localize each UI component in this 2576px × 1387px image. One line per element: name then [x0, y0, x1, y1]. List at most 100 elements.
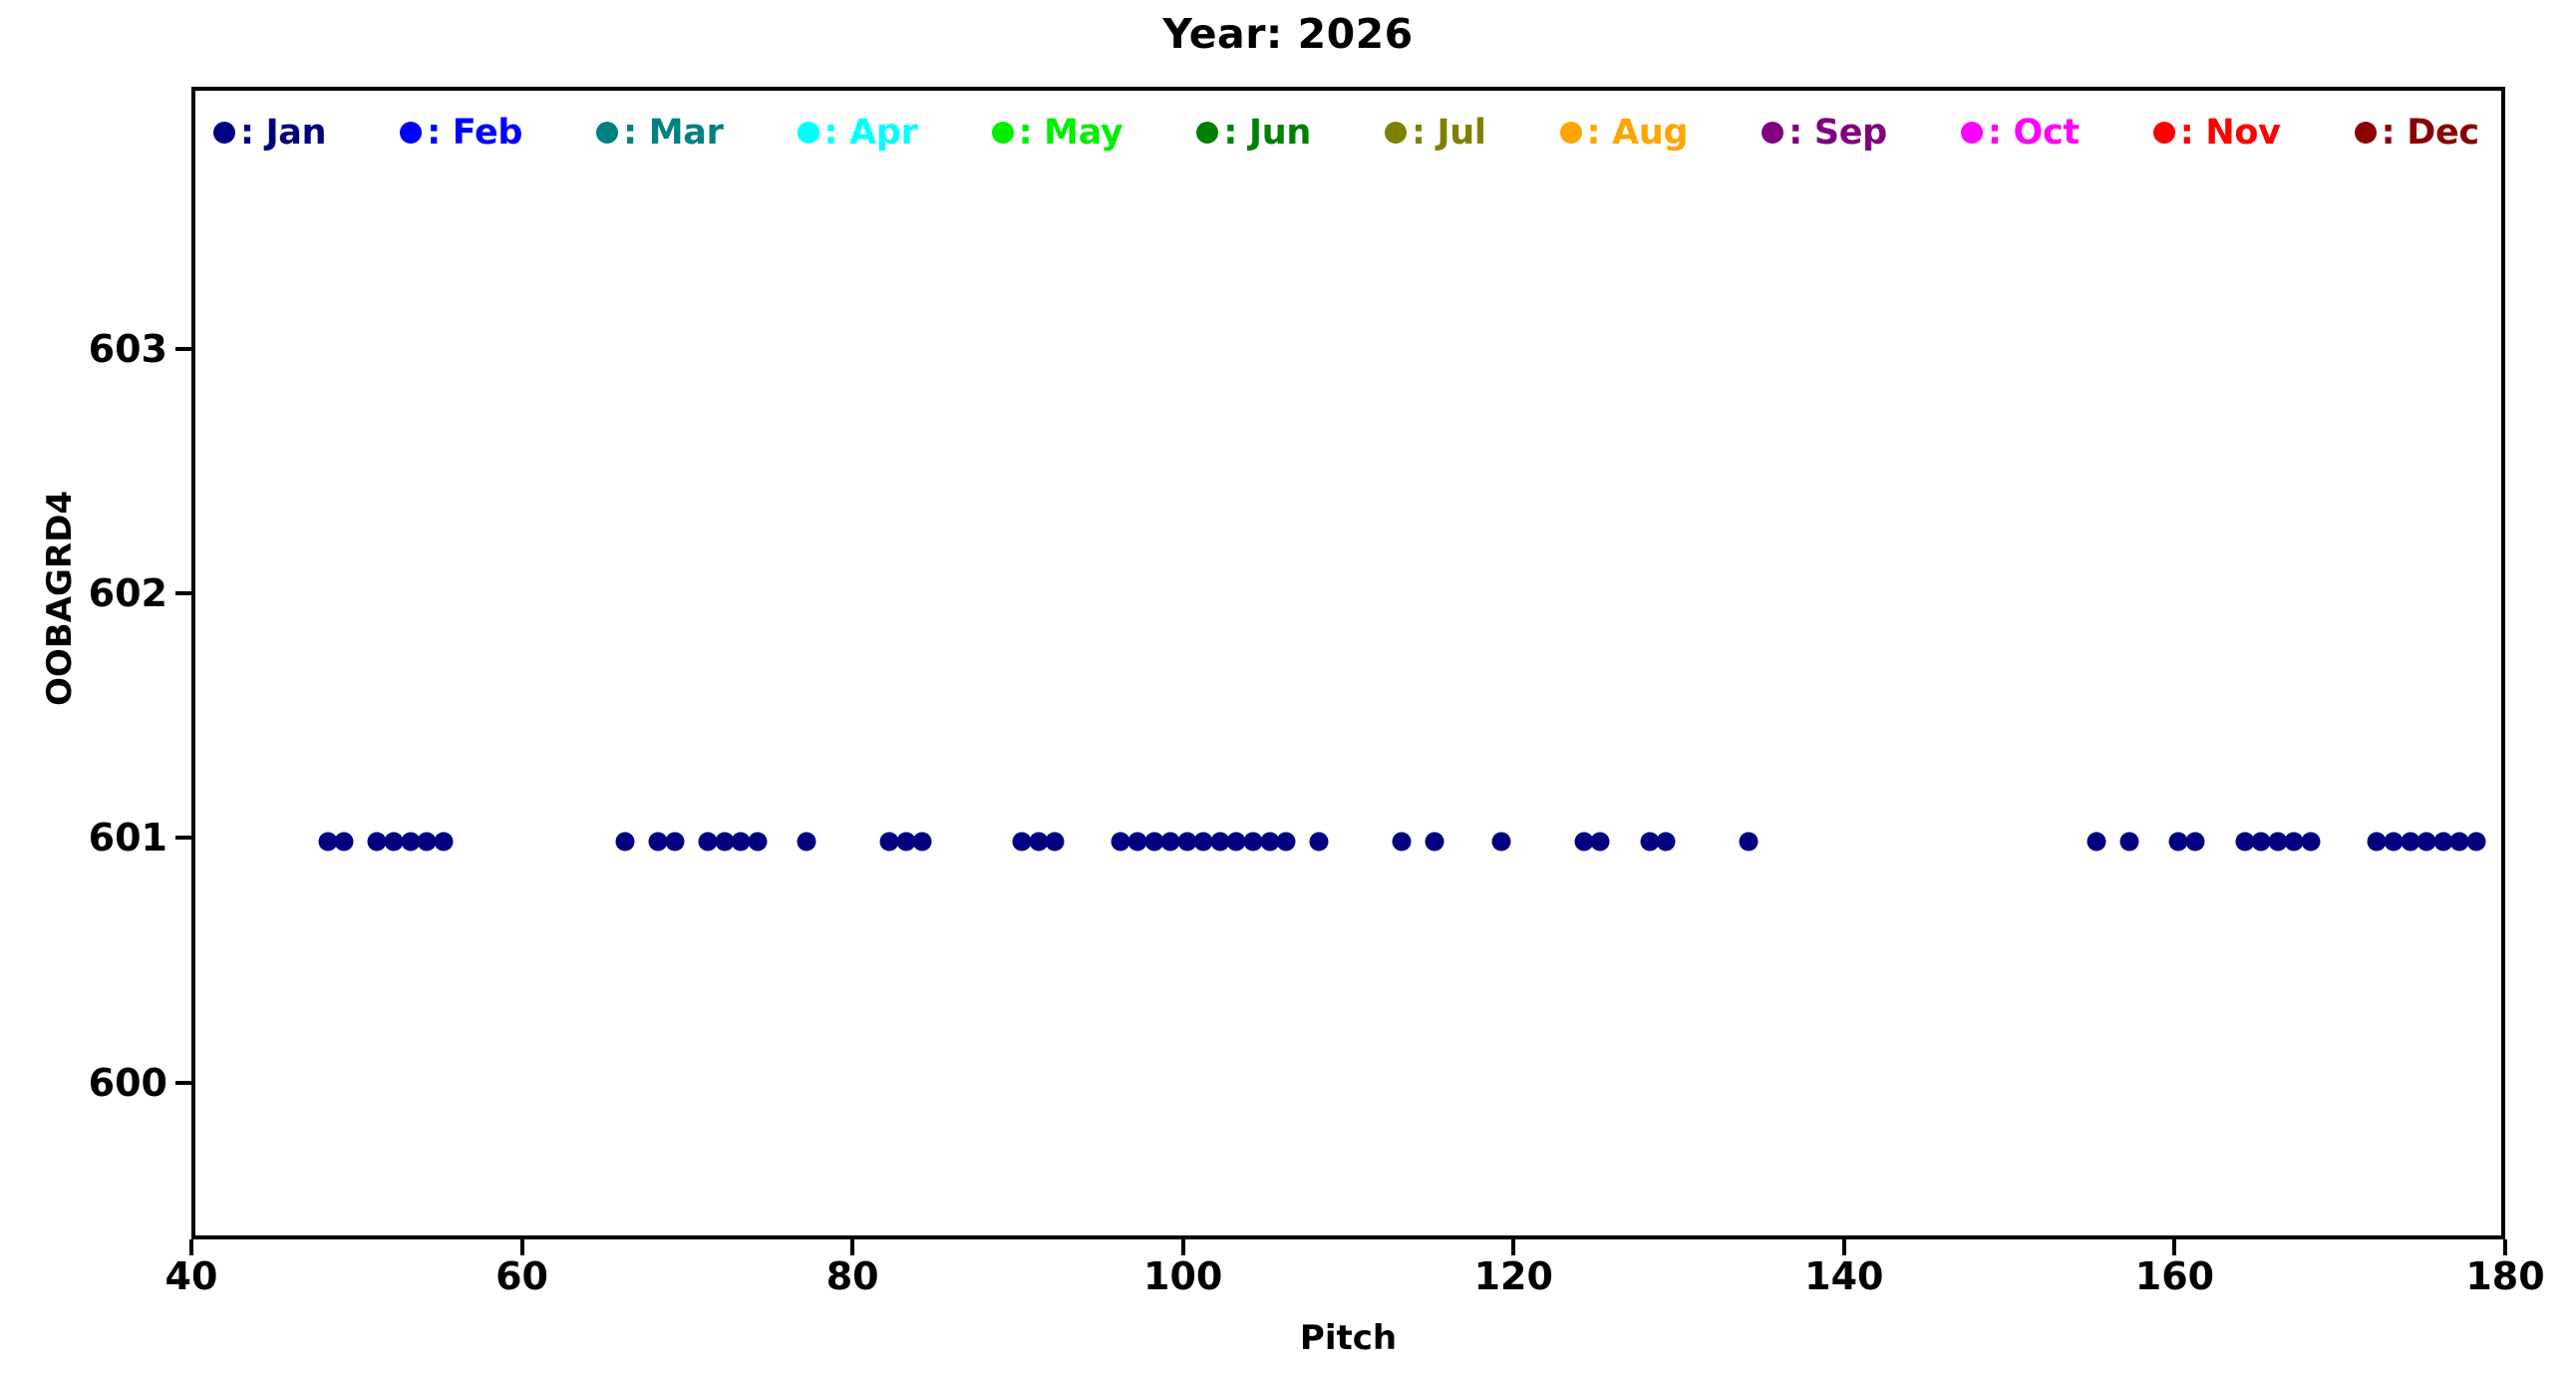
data-point — [1656, 832, 1676, 852]
legend-entry-jan[interactable]: : Jan — [213, 113, 327, 153]
plot-area: : Jan : Feb : Mar : Apr : May : Jun : Jul : Aug… — [191, 87, 2505, 1239]
data-point — [1160, 832, 1180, 852]
x-tick-mark — [2172, 1239, 2177, 1255]
data-point — [1029, 832, 1048, 852]
legend-label: : May — [1018, 113, 1124, 153]
legend-label: : Apr — [823, 113, 918, 153]
data-point — [748, 832, 768, 852]
x-tick-mark — [1841, 1239, 1846, 1255]
data-point — [2301, 832, 2321, 852]
legend-entry-sep[interactable]: : Sep — [1762, 113, 1887, 153]
data-point — [2384, 832, 2404, 852]
data-point — [1260, 832, 1280, 852]
legend-label: : Sep — [1788, 113, 1887, 153]
data-point — [1491, 832, 1511, 852]
y-tick-mark — [175, 1080, 191, 1085]
data-point — [731, 832, 751, 852]
data-point — [434, 832, 454, 852]
legend-entry-dec[interactable]: : Dec — [2354, 113, 2480, 153]
legend-marker-icon — [797, 122, 819, 144]
legend-entry-apr[interactable]: : Apr — [797, 113, 918, 153]
data-point — [648, 832, 668, 852]
legend-marker-icon — [1196, 122, 1219, 144]
legend-entry-jul[interactable]: : Jul — [1384, 113, 1486, 153]
plot-canvas — [195, 91, 2501, 1235]
data-point — [1590, 832, 1610, 852]
data-point — [334, 832, 354, 852]
data-point — [615, 832, 635, 852]
data-point — [2433, 832, 2453, 852]
x-tick-label: 140 — [1804, 1254, 1884, 1298]
data-point — [665, 832, 685, 852]
data-point — [2449, 832, 2469, 852]
x-tick-mark — [2503, 1239, 2507, 1255]
legend-marker-icon — [1762, 122, 1784, 144]
legend-marker-icon — [1559, 122, 1582, 144]
data-point — [912, 832, 932, 852]
legend-marker-icon — [400, 122, 423, 144]
data-point — [715, 832, 734, 852]
data-point — [879, 832, 899, 852]
data-point — [401, 832, 421, 852]
data-point — [797, 832, 816, 852]
data-point — [1425, 832, 1445, 852]
legend-entry-nov[interactable]: : Nov — [2152, 113, 2281, 153]
data-point — [896, 832, 916, 852]
data-point — [384, 832, 404, 852]
x-tick-mark — [1180, 1239, 1185, 1255]
data-point — [2235, 832, 2255, 852]
legend-label: : Oct — [1987, 113, 2080, 153]
legend-entry-aug[interactable]: : Aug — [1559, 113, 1689, 153]
data-point — [2367, 832, 2387, 852]
legend-marker-icon — [2152, 122, 2175, 144]
x-tick-label: 60 — [495, 1254, 549, 1298]
data-point — [2416, 832, 2436, 852]
data-point — [1144, 832, 1164, 852]
legend-marker-icon — [596, 122, 619, 144]
x-tick-mark — [519, 1239, 524, 1255]
legend-entry-may[interactable]: : May — [991, 113, 1124, 153]
data-point — [1392, 832, 1412, 852]
data-point — [318, 832, 338, 852]
x-tick-label: 80 — [825, 1254, 879, 1298]
data-point — [698, 832, 718, 852]
legend-entry-oct[interactable]: : Oct — [1960, 113, 2080, 153]
y-tick-mark — [175, 591, 191, 596]
x-tick-mark — [189, 1239, 193, 1255]
data-point — [1012, 832, 1032, 852]
legend-label: : Jul — [1411, 113, 1486, 153]
data-point — [1193, 832, 1213, 852]
legend-entry-mar[interactable]: : Mar — [596, 113, 724, 153]
data-point — [1127, 832, 1147, 852]
data-point — [2185, 832, 2205, 852]
data-point — [1045, 832, 1065, 852]
legend-label: : Dec — [2381, 113, 2480, 153]
legend-marker-icon — [1384, 122, 1407, 144]
y-tick-label: 601 — [88, 816, 167, 861]
data-point — [2284, 832, 2304, 852]
legend-label: : Nov — [2179, 113, 2281, 153]
y-tick-mark — [175, 346, 191, 351]
legend-marker-icon — [2354, 122, 2377, 144]
data-point — [2168, 832, 2188, 852]
legend-marker-icon — [1960, 122, 1983, 144]
legend-marker-icon — [991, 122, 1014, 144]
data-point — [2268, 832, 2288, 852]
legend-entry-feb[interactable]: : Feb — [400, 113, 522, 153]
data-point — [1226, 832, 1246, 852]
page-title: Year: 2026 — [1162, 10, 1414, 58]
y-tick-mark — [175, 836, 191, 841]
y-tick-label: 600 — [88, 1060, 167, 1105]
legend-label: : Jun — [1223, 113, 1311, 153]
data-point — [1177, 832, 1197, 852]
data-point — [2087, 832, 2106, 852]
legend-entry-jun[interactable]: : Jun — [1196, 113, 1311, 153]
y-tick-label: 603 — [88, 326, 167, 371]
y-tick-label: 602 — [88, 571, 167, 616]
y-axis-label: OOBAGRD4 — [40, 491, 80, 707]
x-axis-label: Pitch — [1299, 1318, 1398, 1358]
data-point — [417, 832, 437, 852]
data-point — [2119, 832, 2139, 852]
data-point — [1243, 832, 1263, 852]
x-tick-label: 40 — [164, 1254, 218, 1298]
